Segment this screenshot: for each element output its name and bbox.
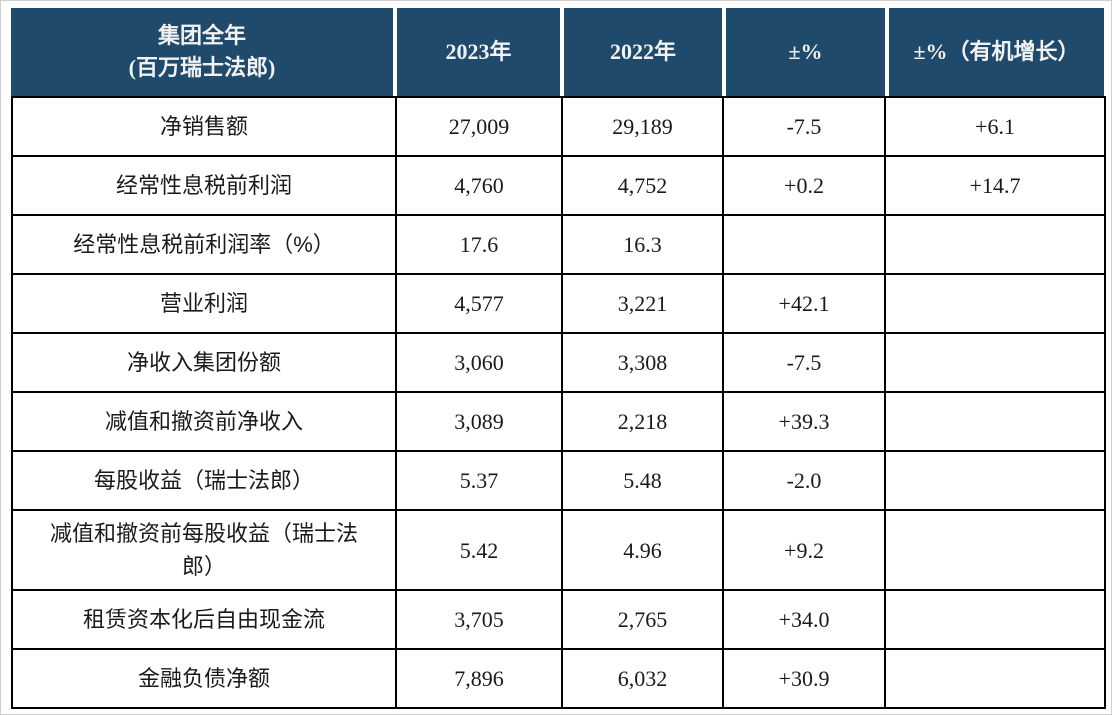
row-label: 经常性息税前利润率（%） [11,214,397,275]
cell-organic-pct [884,648,1106,709]
header-title-line1: 集团全年 [157,23,246,49]
cell-2023: 4,760 [395,155,563,216]
group-financials-table: 集团全年 (百万瑞士法郎) 2023年 2022年 ±% ±%（有机增长） 净销… [11,8,1106,709]
cell-organic-pct [884,509,1106,591]
cell-2023: 3,060 [395,332,563,393]
table-row: 经常性息税前利润 4,760 4,752 +0.2 +14.7 [11,155,1106,216]
row-label: 净销售额 [11,96,397,157]
header-metric-column: 集团全年 (百万瑞士法郎) [11,8,393,96]
cell-organic-pct [884,214,1106,275]
cell-change-pct: +42.1 [722,273,886,334]
row-label: 减值和撤资前净收入 [11,391,397,452]
cell-organic-pct [884,391,1106,452]
cell-2022: 6,032 [561,648,724,709]
cell-2023: 3,705 [395,589,563,650]
cell-2022: 16.3 [561,214,724,275]
header-organic-pct: ±%（有机增长） [889,8,1104,96]
cell-organic-pct: +14.7 [884,155,1106,216]
cell-organic-pct [884,332,1106,393]
row-label: 金融负债净额 [11,648,397,709]
table-header-row: 集团全年 (百万瑞士法郎) 2023年 2022年 ±% ±%（有机增长） [11,8,1104,96]
table-row: 每股收益（瑞士法郎） 5.37 5.48 -2.0 [11,450,1106,511]
cell-organic-pct [884,450,1106,511]
cell-2023: 5.42 [395,509,563,591]
cell-2023: 5.37 [395,450,563,511]
cell-change-pct [722,214,886,275]
row-label: 营业利润 [11,273,397,334]
cell-2023: 4,577 [395,273,563,334]
cell-2023: 17.6 [395,214,563,275]
cell-2022: 3,308 [561,332,724,393]
table-row: 金融负债净额 7,896 6,032 +30.9 [11,648,1106,709]
table-row: 经常性息税前利润率（%） 17.6 16.3 [11,214,1106,275]
header-2022: 2022年 [564,8,722,96]
cell-2022: 5.48 [561,450,724,511]
cell-2022: 2,218 [561,391,724,452]
header-change-pct: ±% [726,8,885,96]
cell-2023: 7,896 [395,648,563,709]
cell-change-pct: -2.0 [722,450,886,511]
table-row: 净销售额 27,009 29,189 -7.5 +6.1 [11,96,1106,157]
cell-change-pct: +9.2 [722,509,886,591]
cell-2022: 4,752 [561,155,724,216]
row-label: 每股收益（瑞士法郎） [11,450,397,511]
cell-2022: 3,221 [561,273,724,334]
row-label: 经常性息税前利润 [11,155,397,216]
table-row: 减值和撤资前每股收益（瑞士法郎） 5.42 4.96 +9.2 [11,509,1106,591]
table-row: 减值和撤资前净收入 3,089 2,218 +39.3 [11,391,1106,452]
header-title-line2: (百万瑞士法郎) [128,55,276,80]
cell-organic-pct: +6.1 [884,96,1106,157]
cell-change-pct: -7.5 [722,96,886,157]
header-2023: 2023年 [397,8,560,96]
cell-2023: 3,089 [395,391,563,452]
cell-2022: 2,765 [561,589,724,650]
table-rows: 净销售额 27,009 29,189 -7.5 +6.1 经常性息税前利润 4,… [11,96,1106,709]
table-row: 营业利润 4,577 3,221 +42.1 [11,273,1106,334]
cell-change-pct: +39.3 [722,391,886,452]
table-row: 净收入集团份额 3,060 3,308 -7.5 [11,332,1106,393]
cell-2022: 29,189 [561,96,724,157]
row-label: 净收入集团份额 [11,332,397,393]
cell-change-pct: +34.0 [722,589,886,650]
row-label: 租赁资本化后自由现金流 [11,589,397,650]
cell-organic-pct [884,589,1106,650]
cell-change-pct: +30.9 [722,648,886,709]
cell-2023: 27,009 [395,96,563,157]
cell-change-pct: +0.2 [722,155,886,216]
cell-organic-pct [884,273,1106,334]
table-row: 租赁资本化后自由现金流 3,705 2,765 +34.0 [11,589,1106,650]
cell-change-pct: -7.5 [722,332,886,393]
cell-2022: 4.96 [561,509,724,591]
row-label: 减值和撤资前每股收益（瑞士法郎） [11,509,397,591]
table-body: 净销售额 27,009 29,189 -7.5 +6.1 经常性息税前利润 4,… [11,96,1106,709]
